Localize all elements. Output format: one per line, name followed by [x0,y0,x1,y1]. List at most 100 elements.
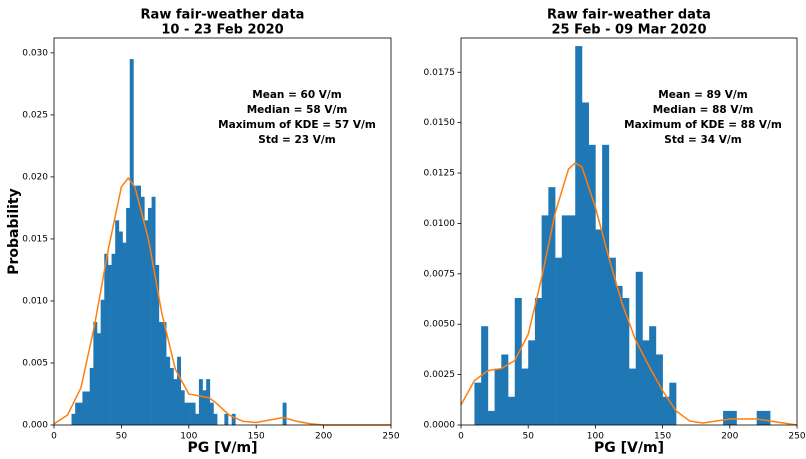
bar [209,402,214,425]
bar [213,413,218,425]
bar [97,333,101,425]
bar [191,402,196,425]
y-tick-label: 0.000 [22,421,48,431]
bar [474,382,482,425]
bar [588,144,596,425]
bar [508,396,516,425]
x-tick-label: 50 [116,432,128,442]
bar [158,322,163,425]
bar [89,367,94,425]
y-axis-label: Probability [6,188,22,275]
y-tick-label: 0.0050 [424,320,456,330]
bar [180,390,185,425]
bar [561,215,569,425]
y-tick-label: 0.0150 [424,118,456,128]
y-tick-label: 0.015 [22,234,48,244]
bar [231,413,236,425]
y-tick-label: 0.0075 [424,269,456,279]
bar [75,402,80,425]
bar [71,413,76,425]
y-tick-label: 0.0175 [424,68,456,78]
x-tick-label: 100 [180,432,197,442]
bar [541,215,549,425]
bar [126,207,131,425]
x-tick-label: 250 [788,432,805,442]
bar [224,413,229,425]
bar [187,402,192,425]
bar [763,410,771,425]
bar [615,285,623,425]
chart-title: 10 - 23 Feb 2020 [161,23,283,38]
bar [206,379,211,425]
bar [115,220,120,425]
bar [129,59,134,425]
bar [595,229,603,425]
bar [155,264,160,425]
bar [100,299,105,425]
annotation: Mean = 89 V/m [658,89,747,101]
x-tick-label: 50 [522,432,534,442]
bar [78,402,83,425]
bar [202,390,207,425]
bar [282,402,287,425]
y-tick-label: 0.010 [22,296,48,306]
y-tick-label: 0.0025 [424,370,456,380]
bar [122,242,127,425]
annotation: Median = 58 V/m [247,104,348,116]
bar [104,253,109,425]
bar [528,340,536,425]
bar [555,257,563,425]
axes-frame [53,37,392,426]
bar [140,196,145,425]
bar [144,220,149,425]
bar [151,196,156,425]
y-tick-label: 0.025 [22,110,48,120]
bar [147,207,152,425]
bar [162,322,167,425]
y-tick-label: 0.0000 [424,421,456,431]
bar [729,410,737,425]
bar [514,298,522,425]
bar [723,410,731,425]
bar [177,356,182,425]
bar [756,410,764,425]
bar [669,382,677,425]
bar [169,367,174,425]
bar [575,46,583,425]
annotation: Median = 88 V/m [653,104,754,116]
bar [111,253,116,425]
annotation: Std = 23 V/m [258,134,335,146]
x-tick-label: 150 [248,432,265,442]
bar [487,410,495,425]
bar [534,298,542,425]
y-tick-label: 0.030 [22,48,48,58]
x-tick-label: 100 [587,432,604,442]
bar [481,326,489,425]
bar [629,368,637,425]
annotation: Maximum of KDE = 57 V/m [218,119,376,131]
bar [581,102,589,425]
axes-frame [460,37,798,426]
bar [501,354,509,425]
bar [107,264,112,425]
kde-line [460,162,798,426]
bar [622,298,630,425]
bar [198,379,203,425]
bar [602,144,610,425]
bar [494,368,502,425]
chart-title: Raw fair-weather data [547,8,711,23]
y-tick-label: 0.005 [22,358,48,368]
x-tick-label: 0 [51,432,57,442]
x-axis-label: PG [V/m] [594,440,664,456]
kde-line [53,176,391,426]
x-tick-label: 0 [458,432,464,442]
bar [655,354,663,425]
annotation: Maximum of KDE = 88 V/m [624,119,782,131]
x-tick-label: 150 [654,432,671,442]
bar [649,326,657,425]
annotation: Std = 34 V/m [664,134,741,146]
bar [133,185,138,425]
x-tick-label: 200 [315,432,332,442]
annotation: Mean = 60 V/m [252,89,341,101]
bar [86,391,91,425]
